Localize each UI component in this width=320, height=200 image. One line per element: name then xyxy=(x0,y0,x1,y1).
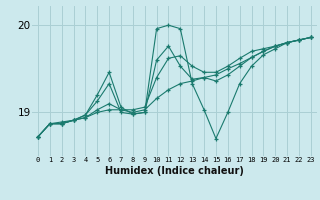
X-axis label: Humidex (Indice chaleur): Humidex (Indice chaleur) xyxy=(105,166,244,176)
